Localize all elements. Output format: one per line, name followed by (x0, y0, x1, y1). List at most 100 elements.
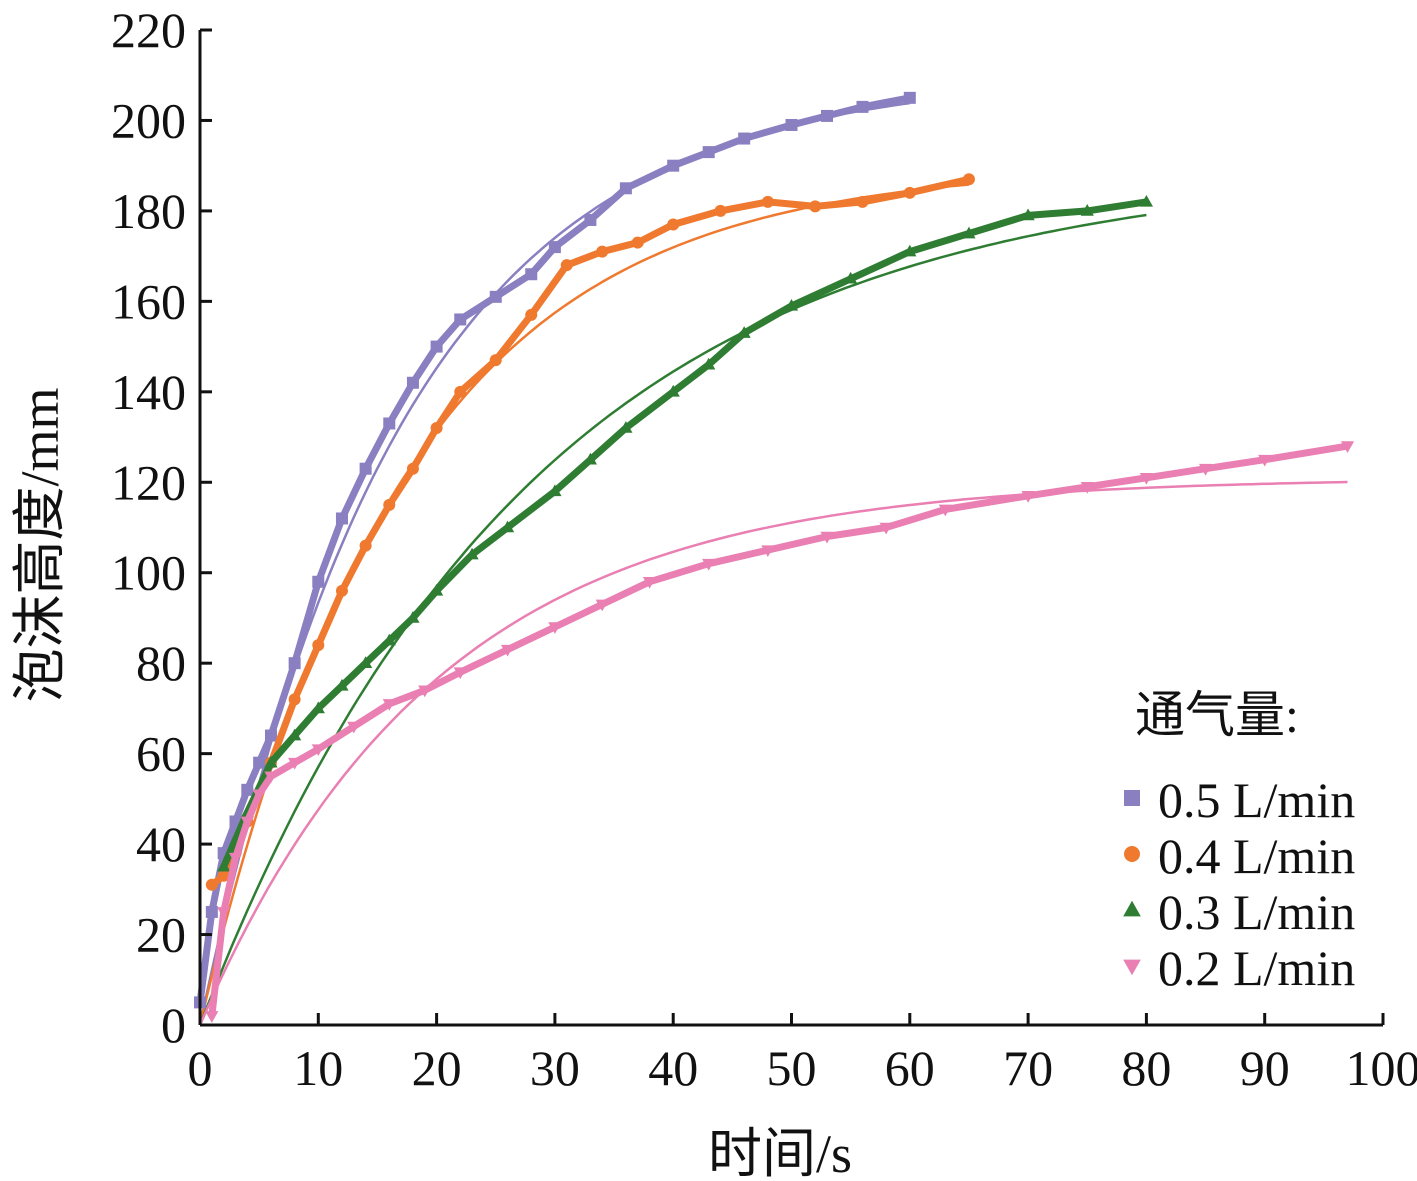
data-point (253, 756, 266, 769)
data-point (264, 771, 278, 784)
x-tick-label: 0 (188, 1040, 213, 1096)
data-point (288, 728, 302, 741)
legend-label-0: 0.5 L/min (1158, 772, 1355, 828)
data-point (619, 182, 632, 195)
y-tick-label: 80 (136, 635, 186, 691)
data-point (430, 422, 443, 434)
data-point (962, 173, 975, 186)
data-point (761, 195, 774, 208)
y-tick-label: 180 (111, 183, 186, 239)
data-point (418, 685, 432, 698)
data-series-group (194, 91, 1355, 1023)
data-point (548, 484, 562, 497)
data-point (430, 340, 443, 353)
legend-marker-3 (1123, 959, 1141, 976)
y-tick-label: 120 (111, 454, 186, 510)
data-point (1198, 463, 1213, 476)
data-point (667, 159, 680, 172)
data-point (288, 657, 301, 670)
data-point (619, 421, 633, 433)
series-0 (194, 91, 916, 1009)
data-point (465, 547, 479, 560)
legend-marker-0 (1124, 790, 1140, 806)
axes (198, 28, 1385, 1027)
x-tick-label: 20 (412, 1040, 462, 1096)
data-point (785, 118, 798, 131)
data-point (500, 520, 515, 533)
data-point (288, 693, 301, 706)
legend-label-3: 0.2 L/min (1158, 940, 1355, 996)
data-point (714, 204, 727, 217)
data-point (820, 109, 833, 122)
x-tick-label: 80 (1121, 1040, 1171, 1096)
x-tick-label: 50 (767, 1040, 817, 1096)
data-point (383, 498, 396, 511)
fit-curve-3 (198, 480, 1348, 1026)
data-point (737, 326, 751, 338)
data-point (359, 656, 373, 668)
series-line-2 (220, 198, 1147, 869)
data-point (583, 452, 597, 465)
y-tick-label: 160 (111, 273, 186, 329)
data-point (856, 195, 869, 208)
series-3 (205, 441, 1355, 1023)
data-point (359, 539, 372, 552)
y-tick-label: 100 (111, 545, 186, 601)
data-point (1080, 204, 1094, 216)
data-point (489, 290, 502, 303)
data-point (241, 783, 254, 796)
data-point (382, 699, 396, 711)
data-point (453, 667, 467, 680)
data-point (548, 241, 561, 254)
data-point (1021, 208, 1035, 221)
data-point (311, 744, 325, 757)
data-point (454, 313, 467, 326)
x-tick-label: 60 (885, 1040, 935, 1096)
legend-label-2: 0.3 L/min (1158, 884, 1355, 940)
data-point (525, 308, 538, 321)
data-point (264, 729, 277, 742)
data-point (264, 755, 278, 768)
y-tick-label: 20 (136, 907, 186, 963)
data-point (311, 701, 325, 714)
data-point (252, 789, 266, 802)
tick-labels: 0 10 20 30 40 50 60 70 80 90 100 0 20 40 60 80 100 120 140… (111, 2, 1417, 1096)
data-point (560, 259, 573, 272)
data-point (903, 186, 916, 199)
x-tick-label: 30 (530, 1040, 580, 1096)
data-point (596, 245, 609, 258)
data-point (809, 200, 822, 213)
data-point (205, 1011, 219, 1023)
x-tick-label: 70 (1003, 1040, 1053, 1096)
data-point (820, 531, 834, 544)
data-point (784, 298, 799, 311)
series-2 (217, 194, 1153, 872)
data-point (430, 583, 444, 596)
legend-title: 通气量: (1135, 687, 1299, 743)
data-point (702, 357, 716, 370)
data-point (702, 558, 716, 571)
data-point (761, 545, 775, 558)
data-point (584, 213, 597, 226)
data-point (1021, 491, 1035, 503)
series-line-0 (196, 94, 911, 1003)
data-point (642, 576, 657, 589)
data-point (288, 757, 302, 770)
data-point (702, 146, 715, 159)
data-point (406, 376, 419, 389)
y-tick-label: 200 (111, 92, 186, 148)
data-point (1139, 194, 1153, 207)
x-axis-title: 时间/s (708, 1124, 852, 1181)
data-point (525, 268, 538, 281)
data-point (1258, 454, 1272, 467)
y-tick-label: 220 (111, 2, 186, 58)
data-point (335, 512, 348, 525)
data-point (347, 721, 361, 734)
data-point (962, 226, 976, 239)
data-point (217, 859, 231, 872)
data-point (548, 622, 562, 634)
data-point (454, 385, 467, 398)
data-point (228, 852, 243, 865)
data-point (359, 462, 372, 475)
